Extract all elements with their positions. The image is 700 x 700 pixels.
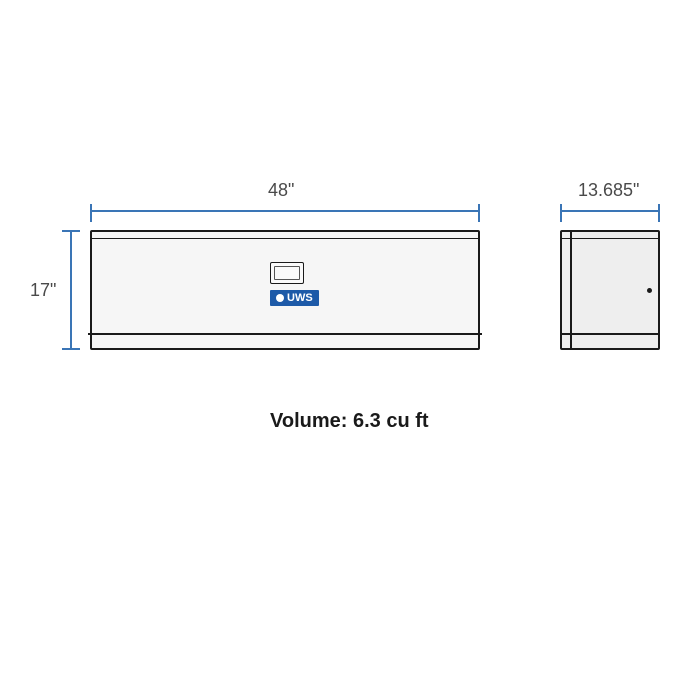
side-left-seam	[570, 232, 572, 348]
toolbox-latch	[270, 262, 304, 284]
height-dimension-label: 17"	[30, 280, 56, 301]
toolbox-side-view	[560, 230, 660, 350]
height-dimension-line	[70, 230, 72, 350]
depth-dimension-tick-right	[658, 204, 660, 222]
toolbox-latch-inner	[274, 266, 300, 280]
depth-dimension-line	[560, 210, 660, 212]
side-lock-icon	[647, 288, 652, 293]
brand-badge-label: UWS	[287, 292, 313, 304]
width-dimension-tick-left	[90, 204, 92, 222]
volume-label: Volume: 6.3 cu ft	[270, 410, 429, 433]
width-dimension-line	[90, 210, 480, 212]
toolbox-front-view: UWS	[90, 230, 480, 350]
side-bottom-rail	[560, 333, 660, 335]
front-bottom-rail	[88, 333, 482, 335]
dimension-diagram: 48" 13.685" 17" UWS Volum	[0, 0, 700, 700]
width-dimension-label: 48"	[268, 180, 294, 201]
side-top-seam	[562, 238, 658, 239]
width-dimension-tick-right	[478, 204, 480, 222]
height-dimension-tick-top	[62, 230, 80, 232]
brand-badge: UWS	[270, 290, 319, 306]
brand-badge-icon	[276, 294, 284, 302]
depth-dimension-label: 13.685"	[578, 180, 639, 201]
depth-dimension-tick-left	[560, 204, 562, 222]
front-lid-top-seam	[92, 238, 478, 239]
height-dimension-tick-bottom	[62, 348, 80, 350]
